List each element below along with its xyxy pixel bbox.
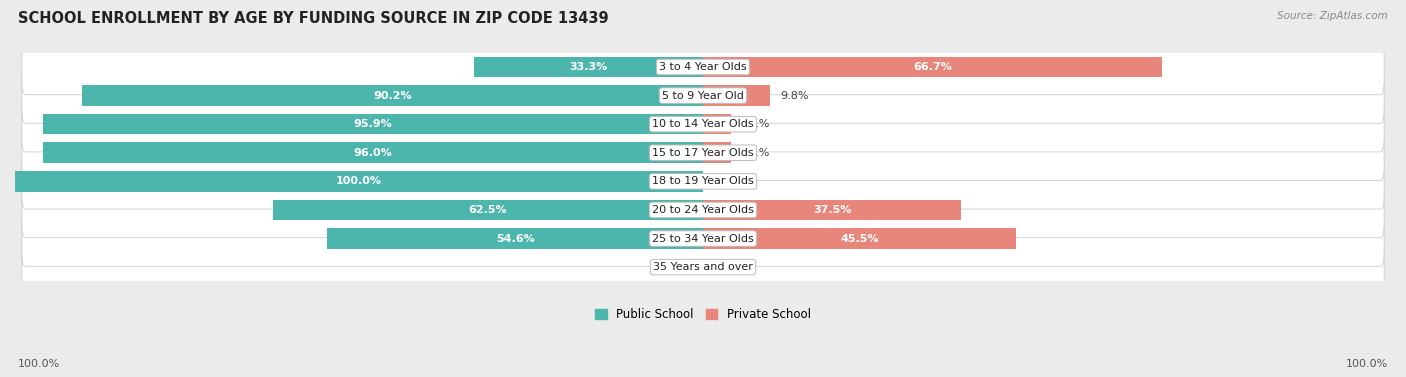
Bar [703, 143, 731, 163]
Text: 95.9%: 95.9% [354, 119, 392, 129]
Text: 100.0%: 100.0% [336, 176, 382, 186]
FancyBboxPatch shape [22, 39, 1384, 95]
Bar [15, 171, 703, 192]
Bar [83, 85, 703, 106]
Text: 54.6%: 54.6% [496, 233, 534, 244]
Text: 18 to 19 Year Olds: 18 to 19 Year Olds [652, 176, 754, 186]
Bar [703, 228, 1017, 249]
Text: 15 to 17 Year Olds: 15 to 17 Year Olds [652, 148, 754, 158]
FancyBboxPatch shape [22, 211, 1384, 266]
Text: 0.0%: 0.0% [713, 176, 741, 186]
Text: 10 to 14 Year Olds: 10 to 14 Year Olds [652, 119, 754, 129]
Text: 20 to 24 Year Olds: 20 to 24 Year Olds [652, 205, 754, 215]
FancyBboxPatch shape [22, 239, 1384, 295]
Text: 100.0%: 100.0% [18, 359, 60, 369]
Text: 66.7%: 66.7% [912, 62, 952, 72]
FancyBboxPatch shape [22, 97, 1384, 152]
FancyBboxPatch shape [22, 68, 1384, 123]
Text: 9.8%: 9.8% [780, 90, 810, 101]
Text: 35 Years and over: 35 Years and over [652, 262, 754, 272]
Text: Source: ZipAtlas.com: Source: ZipAtlas.com [1277, 11, 1388, 21]
Bar [703, 114, 731, 135]
Text: 0.0%: 0.0% [713, 262, 741, 272]
Text: 37.5%: 37.5% [813, 205, 851, 215]
Bar [703, 200, 960, 220]
Text: 62.5%: 62.5% [468, 205, 508, 215]
Text: 100.0%: 100.0% [1346, 359, 1388, 369]
Bar [703, 57, 1161, 77]
Text: 5 to 9 Year Old: 5 to 9 Year Old [662, 90, 744, 101]
Text: 33.3%: 33.3% [569, 62, 607, 72]
Bar [474, 57, 703, 77]
Bar [273, 200, 703, 220]
Text: 4.1%: 4.1% [741, 119, 770, 129]
Legend: Public School, Private School: Public School, Private School [591, 303, 815, 326]
Bar [328, 228, 703, 249]
FancyBboxPatch shape [22, 153, 1384, 209]
FancyBboxPatch shape [22, 125, 1384, 181]
Text: SCHOOL ENROLLMENT BY AGE BY FUNDING SOURCE IN ZIP CODE 13439: SCHOOL ENROLLMENT BY AGE BY FUNDING SOUR… [18, 11, 609, 26]
Bar [42, 143, 703, 163]
Text: 96.0%: 96.0% [353, 148, 392, 158]
Text: 25 to 34 Year Olds: 25 to 34 Year Olds [652, 233, 754, 244]
Text: 90.2%: 90.2% [374, 90, 412, 101]
Bar [703, 85, 770, 106]
Text: 3 to 4 Year Olds: 3 to 4 Year Olds [659, 62, 747, 72]
Text: 45.5%: 45.5% [841, 233, 879, 244]
Bar [44, 114, 703, 135]
Text: 4.1%: 4.1% [741, 148, 770, 158]
FancyBboxPatch shape [22, 182, 1384, 238]
Text: 0.0%: 0.0% [665, 262, 693, 272]
